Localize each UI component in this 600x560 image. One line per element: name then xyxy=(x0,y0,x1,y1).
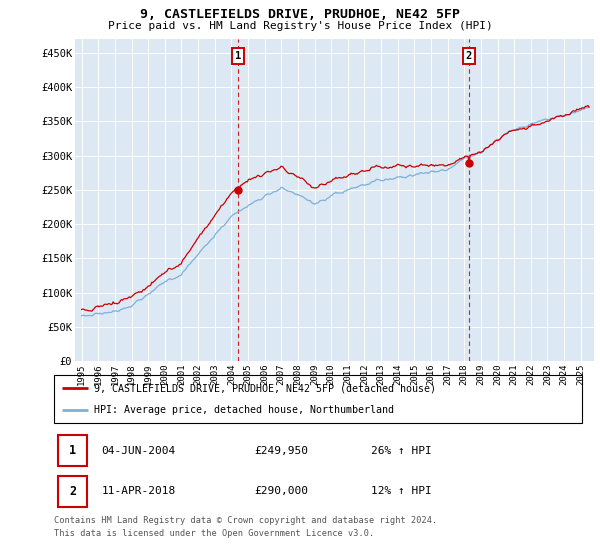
Text: Contains HM Land Registry data © Crown copyright and database right 2024.: Contains HM Land Registry data © Crown c… xyxy=(54,516,437,525)
Bar xyxy=(58,476,87,507)
Text: 1: 1 xyxy=(69,444,76,457)
Text: 12% ↑ HPI: 12% ↑ HPI xyxy=(371,486,431,496)
Bar xyxy=(58,435,87,466)
Text: 11-APR-2018: 11-APR-2018 xyxy=(101,486,176,496)
Text: 26% ↑ HPI: 26% ↑ HPI xyxy=(371,446,431,456)
Text: 9, CASTLEFIELDS DRIVE, PRUDHOE, NE42 5FP: 9, CASTLEFIELDS DRIVE, PRUDHOE, NE42 5FP xyxy=(140,8,460,21)
Text: Price paid vs. HM Land Registry's House Price Index (HPI): Price paid vs. HM Land Registry's House … xyxy=(107,21,493,31)
Text: £290,000: £290,000 xyxy=(254,486,308,496)
Text: HPI: Average price, detached house, Northumberland: HPI: Average price, detached house, Nort… xyxy=(94,405,394,415)
Text: 2: 2 xyxy=(69,485,76,498)
Text: 1: 1 xyxy=(235,52,241,62)
Text: 9, CASTLEFIELDS DRIVE, PRUDHOE, NE42 5FP (detached house): 9, CASTLEFIELDS DRIVE, PRUDHOE, NE42 5FP… xyxy=(94,383,436,393)
Text: £249,950: £249,950 xyxy=(254,446,308,456)
Text: 04-JUN-2004: 04-JUN-2004 xyxy=(101,446,176,456)
Text: This data is licensed under the Open Government Licence v3.0.: This data is licensed under the Open Gov… xyxy=(54,529,374,538)
Text: 2: 2 xyxy=(466,52,472,62)
